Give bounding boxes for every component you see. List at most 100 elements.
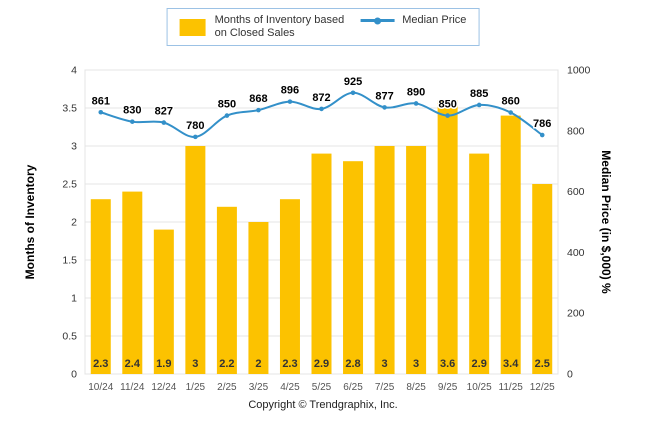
line-point [130,119,135,124]
line-value-label: 890 [407,86,425,98]
copyright-text: Copyright © Trendgraphix, Inc. [248,399,398,411]
left-axis-tick: 0.5 [62,331,77,343]
line-point [508,110,513,115]
line-value-label: 786 [533,118,551,130]
bar [122,191,143,374]
line-value-label: 860 [502,96,520,108]
line-value-label: 868 [249,93,267,105]
bar-value-label: 2.4 [125,358,141,370]
bar [500,115,521,374]
x-axis-label: 8/25 [406,382,426,393]
bar-value-label: 2.5 [535,358,550,370]
bar-value-label: 2.9 [314,358,329,370]
line-value-label: 827 [155,106,173,118]
line-value-label: 830 [123,105,141,117]
bar-value-label: 2.8 [345,358,360,370]
x-axis-label: 9/25 [438,382,458,393]
bar-legend-label-line2: on Closed Sales [214,27,295,39]
bar-value-label: 2.3 [93,358,108,370]
left-axis-tick: 2.5 [62,179,77,191]
line-point [445,113,450,118]
bar [311,153,332,374]
bar-value-label: 3 [192,358,198,370]
line-legend-marker [360,17,395,24]
bar [185,146,206,374]
x-axis-label: 6/25 [343,382,363,393]
x-axis-label: 10/25 [467,382,492,393]
bar [248,222,269,374]
x-axis-label: 11/25 [499,382,524,393]
line-point [98,109,104,115]
left-axis-tick: 3.5 [62,103,77,115]
left-axis-tick: 3 [71,141,77,153]
x-axis-label: 12/25 [530,382,555,393]
line-value-label: 877 [375,90,393,102]
x-axis-label: 3/25 [249,382,269,393]
x-axis-label: 4/25 [280,382,300,393]
line-point [256,107,261,113]
bar [153,229,174,374]
bar [279,199,300,374]
bar-value-label: 2.3 [282,358,297,370]
right-axis-tick: 1000 [567,65,591,77]
left-axis-tick: 2 [71,217,77,229]
x-axis-label: 1/25 [186,382,206,393]
chart-plot: 0 0.5 1 1.5 2 2.5 3 3.5 4 0 200 400 600 800 1000 2.3 2.4… [62,65,591,394]
bar-value-label: 3.4 [503,358,519,370]
line-point [193,134,198,140]
bar-value-label: 1.9 [156,358,171,370]
right-axis-tick: 800 [567,125,585,137]
bar [437,100,458,375]
left-axis-tick: 0 [71,369,77,381]
bar [216,206,237,374]
bar-value-label: 3.6 [440,358,455,370]
line-value-label: 850 [438,99,456,111]
left-axis-tick: 1.5 [62,255,77,267]
bar [406,146,427,374]
bar-legend-swatch [179,18,206,36]
right-axis-tick: 400 [567,247,585,259]
bar-value-label: 3 [413,358,419,370]
line-value-label: 872 [312,92,330,104]
chart-legend: Months of Inventory based on Closed Sale… [166,8,480,46]
x-axis-label: 12/24 [151,382,176,393]
left-axis-tick: 1 [71,293,77,305]
line-point [224,113,230,118]
line-value-label: 780 [186,120,204,132]
line-point [476,102,482,108]
bar-value-label: 2.9 [472,358,487,370]
line-point [382,105,387,110]
bar [374,146,395,374]
bar [469,153,490,374]
x-axis-label: 5/25 [312,382,332,393]
line-point [413,101,419,106]
line-point [287,99,293,104]
bar-value-label: 2.2 [219,358,234,370]
bar [343,161,364,374]
left-axis-tick: 4 [71,65,77,77]
line-value-label: 885 [470,88,488,100]
line-point [161,120,167,125]
line-legend-marker-dot [373,17,381,24]
x-axis-label: 2/25 [217,382,237,393]
right-axis-tick: 200 [567,308,585,320]
line-point [319,106,324,112]
x-axis-label: 7/25 [375,382,395,393]
x-axis-label: 11/24 [120,382,145,393]
line-point [539,132,545,138]
line-value-label: 896 [281,85,299,97]
line-legend-label: Median Price [402,14,467,26]
bar-legend-label: Months of Inventory based on Closed Sale… [215,14,345,40]
bar-value-label: 3 [382,358,388,370]
bar-value-label: 2 [255,358,261,370]
bar-legend-label-line1: Months of Inventory based [214,14,345,26]
bar [90,199,111,374]
line-value-label: 925 [344,76,362,88]
x-axis-label: 10/24 [88,382,113,393]
line-value-label: 850 [218,99,236,111]
line-point [350,90,356,96]
line-value-label: 861 [92,95,110,107]
right-axis-tick: 0 [567,369,573,381]
right-axis-tick: 600 [567,186,585,198]
